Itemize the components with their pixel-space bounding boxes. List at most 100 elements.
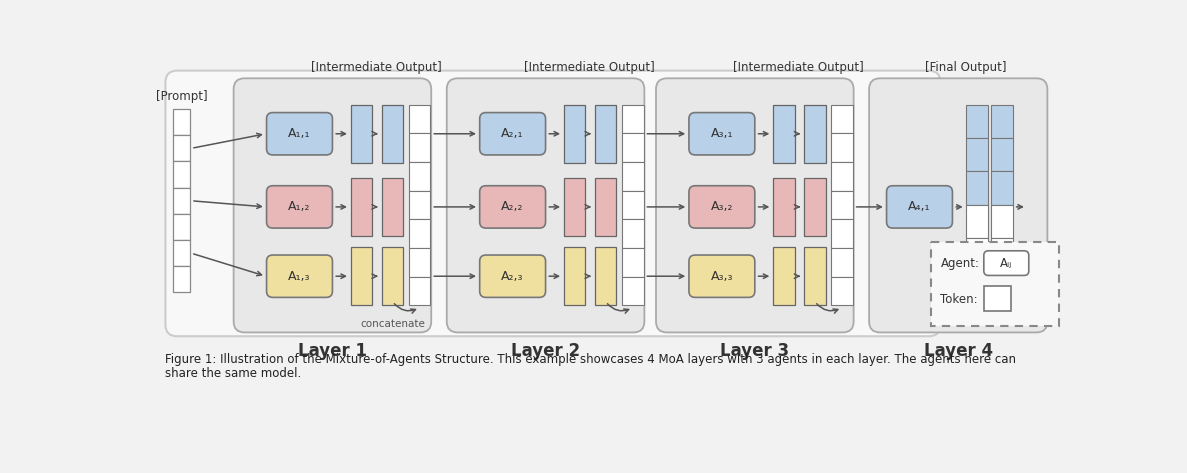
FancyBboxPatch shape bbox=[234, 79, 431, 333]
Bar bbox=[773, 178, 795, 236]
Text: A₂,₁: A₂,₁ bbox=[501, 127, 523, 140]
Bar bbox=[622, 191, 643, 219]
Bar bbox=[622, 162, 643, 191]
Bar bbox=[173, 109, 190, 135]
Bar bbox=[622, 219, 643, 248]
Bar bbox=[773, 247, 795, 306]
FancyBboxPatch shape bbox=[869, 79, 1047, 333]
Bar bbox=[622, 277, 643, 306]
Bar bbox=[382, 105, 404, 163]
FancyBboxPatch shape bbox=[887, 186, 952, 228]
Bar bbox=[966, 105, 988, 138]
Bar bbox=[408, 219, 431, 248]
Bar bbox=[804, 247, 826, 306]
Bar bbox=[622, 248, 643, 277]
FancyBboxPatch shape bbox=[656, 79, 853, 333]
Bar bbox=[173, 214, 190, 240]
Bar bbox=[773, 105, 795, 163]
Text: [Prompt]: [Prompt] bbox=[155, 90, 208, 103]
Bar bbox=[966, 205, 988, 238]
Bar bbox=[173, 240, 190, 266]
Bar bbox=[991, 172, 1013, 205]
FancyBboxPatch shape bbox=[984, 251, 1029, 275]
Text: A₁,₃: A₁,₃ bbox=[288, 270, 311, 283]
Bar bbox=[991, 105, 1013, 138]
Text: Figure 1: Illustration of the Mixture-of-Agents Structure. This example showcase: Figure 1: Illustration of the Mixture-of… bbox=[165, 353, 1016, 366]
Bar bbox=[408, 277, 431, 306]
Text: A₃,₃: A₃,₃ bbox=[711, 270, 734, 283]
Bar bbox=[408, 162, 431, 191]
Bar bbox=[408, 248, 431, 277]
Bar bbox=[966, 272, 988, 306]
FancyBboxPatch shape bbox=[267, 113, 332, 155]
Bar bbox=[931, 242, 1059, 326]
Bar bbox=[408, 105, 431, 133]
Text: share the same model.: share the same model. bbox=[165, 367, 301, 380]
Text: A₃,₁: A₃,₁ bbox=[711, 127, 734, 140]
Bar bbox=[173, 161, 190, 188]
Bar bbox=[622, 105, 643, 133]
Bar bbox=[991, 205, 1013, 238]
Text: concatenate: concatenate bbox=[360, 319, 425, 329]
Text: [Final Output]: [Final Output] bbox=[925, 61, 1007, 74]
Bar bbox=[804, 178, 826, 236]
Bar bbox=[350, 247, 373, 306]
Text: Aᵢⱼ: Aᵢⱼ bbox=[1001, 257, 1013, 270]
Bar bbox=[408, 133, 431, 162]
Bar bbox=[408, 191, 431, 219]
Text: Token:: Token: bbox=[940, 293, 978, 306]
Bar bbox=[564, 105, 585, 163]
Bar bbox=[382, 247, 404, 306]
Bar bbox=[831, 248, 852, 277]
Bar bbox=[173, 188, 190, 214]
Bar bbox=[595, 178, 616, 236]
Bar bbox=[991, 138, 1013, 172]
Text: A₂,₃: A₂,₃ bbox=[501, 270, 523, 283]
Bar bbox=[831, 191, 852, 219]
Text: Layer 3: Layer 3 bbox=[721, 342, 789, 359]
FancyBboxPatch shape bbox=[267, 186, 332, 228]
Text: Layer 1: Layer 1 bbox=[298, 342, 367, 359]
Bar bbox=[350, 178, 373, 236]
Text: A₃,₂: A₃,₂ bbox=[711, 201, 734, 213]
FancyBboxPatch shape bbox=[480, 186, 546, 228]
FancyBboxPatch shape bbox=[688, 113, 755, 155]
Text: A₂,₂: A₂,₂ bbox=[501, 201, 523, 213]
Text: Layer 4: Layer 4 bbox=[923, 342, 992, 359]
Text: Layer 2: Layer 2 bbox=[510, 342, 580, 359]
Bar bbox=[991, 272, 1013, 306]
Bar bbox=[350, 105, 373, 163]
Bar bbox=[564, 178, 585, 236]
Text: A₄,₁: A₄,₁ bbox=[908, 201, 931, 213]
Text: [Intermediate Output]: [Intermediate Output] bbox=[523, 61, 654, 74]
Bar bbox=[966, 138, 988, 172]
Bar bbox=[622, 133, 643, 162]
Bar bbox=[831, 133, 852, 162]
Text: Agent:: Agent: bbox=[940, 257, 979, 270]
Bar bbox=[804, 105, 826, 163]
Bar bbox=[991, 238, 1013, 272]
Bar bbox=[595, 105, 616, 163]
FancyBboxPatch shape bbox=[688, 186, 755, 228]
Bar bbox=[595, 247, 616, 306]
Bar bbox=[173, 266, 190, 292]
FancyBboxPatch shape bbox=[267, 255, 332, 298]
Bar bbox=[831, 277, 852, 306]
Text: [Intermediate Output]: [Intermediate Output] bbox=[732, 61, 864, 74]
Bar bbox=[984, 286, 1011, 311]
Bar bbox=[382, 178, 404, 236]
Bar bbox=[173, 135, 190, 161]
Bar bbox=[831, 162, 852, 191]
FancyBboxPatch shape bbox=[480, 113, 546, 155]
Bar bbox=[966, 172, 988, 205]
Text: [Intermediate Output]: [Intermediate Output] bbox=[311, 61, 442, 74]
Bar bbox=[966, 238, 988, 272]
Text: A₁,₁: A₁,₁ bbox=[288, 127, 311, 140]
FancyBboxPatch shape bbox=[165, 70, 940, 336]
Bar bbox=[564, 247, 585, 306]
Bar bbox=[831, 105, 852, 133]
FancyBboxPatch shape bbox=[688, 255, 755, 298]
FancyBboxPatch shape bbox=[480, 255, 546, 298]
Text: A₁,₂: A₁,₂ bbox=[288, 201, 311, 213]
FancyBboxPatch shape bbox=[446, 79, 645, 333]
